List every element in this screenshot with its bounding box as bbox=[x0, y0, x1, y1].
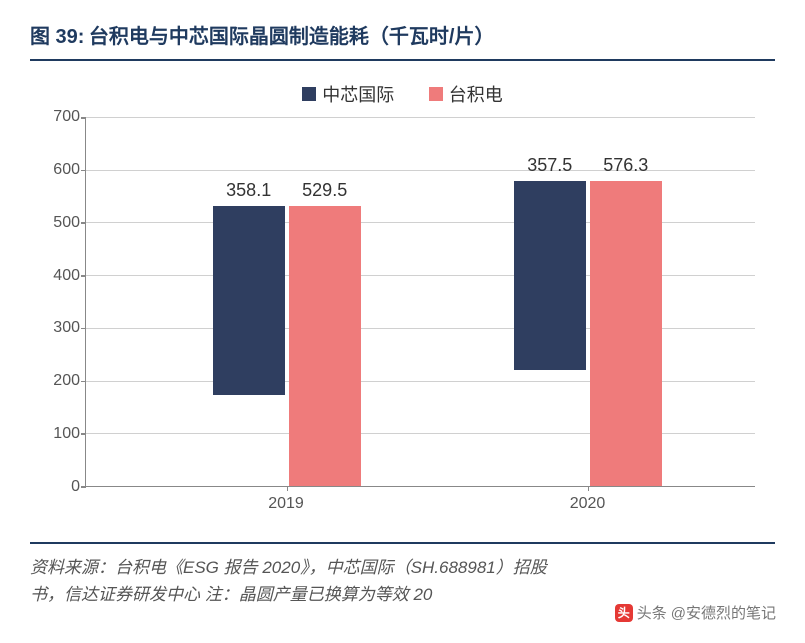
y-tick-label: 400 bbox=[53, 267, 80, 285]
y-tick-mark bbox=[81, 381, 86, 383]
x-axis: 2019 2020 bbox=[85, 487, 755, 517]
legend-label: 台积电 bbox=[449, 81, 503, 107]
y-tick-label: 500 bbox=[53, 214, 80, 232]
legend-swatch-icon bbox=[302, 87, 316, 101]
bar: 357.5 bbox=[514, 181, 586, 370]
legend-item-smic: 中芯国际 bbox=[302, 81, 394, 107]
source-line-1: 资料来源：台积电《ESG 报告 2020》，中芯国际（SH.688981）招股 bbox=[30, 554, 775, 581]
y-tick-mark bbox=[81, 433, 86, 435]
y-tick-mark bbox=[81, 275, 86, 277]
grid-line bbox=[86, 117, 755, 118]
y-tick-label: 0 bbox=[71, 478, 80, 496]
grid-line bbox=[86, 170, 755, 171]
y-tick-mark bbox=[81, 117, 86, 119]
figure-number: 图 39: bbox=[30, 26, 84, 48]
watermark-handle: @安德烈的笔记 bbox=[671, 602, 776, 623]
plot-area: 358.1529.5357.5576.3 bbox=[85, 117, 755, 487]
y-tick-label: 200 bbox=[53, 372, 80, 390]
y-tick-mark bbox=[81, 222, 86, 224]
y-tick-label: 600 bbox=[53, 161, 80, 179]
y-axis: 0100200300400500600700 bbox=[35, 117, 80, 487]
y-tick-label: 300 bbox=[53, 319, 80, 337]
toutiao-icon: 头 bbox=[615, 604, 633, 622]
y-tick-mark bbox=[81, 328, 86, 330]
legend-swatch-icon bbox=[429, 87, 443, 101]
legend: 中芯国际 台积电 bbox=[30, 81, 775, 107]
bar-group: 358.1529.5 bbox=[213, 206, 361, 486]
bar: 529.5 bbox=[289, 206, 361, 486]
chart-title: 台积电与中芯国际晶圆制造能耗（千瓦时/片） bbox=[89, 26, 495, 48]
bar-value-label: 357.5 bbox=[527, 155, 572, 176]
source-citation: 资料来源：台积电《ESG 报告 2020》，中芯国际（SH.688981）招股 … bbox=[30, 542, 775, 608]
watermark-prefix: 头条 bbox=[637, 602, 667, 623]
chart-area: 0100200300400500600700 358.1529.5357.557… bbox=[85, 117, 755, 517]
legend-label: 中芯国际 bbox=[322, 81, 394, 107]
bar: 358.1 bbox=[213, 206, 285, 395]
legend-item-tsmc: 台积电 bbox=[429, 81, 503, 107]
watermark: 头 头条 @安德烈的笔记 bbox=[611, 600, 780, 625]
y-tick-label: 100 bbox=[53, 425, 80, 443]
title-bar: 图 39: 台积电与中芯国际晶圆制造能耗（千瓦时/片） bbox=[30, 20, 775, 61]
x-tick-label: 2019 bbox=[268, 495, 304, 513]
x-tick-label: 2020 bbox=[570, 495, 606, 513]
bar: 576.3 bbox=[590, 181, 662, 486]
bar-group: 357.5576.3 bbox=[514, 181, 662, 486]
bar-value-label: 529.5 bbox=[302, 180, 347, 201]
bar-value-label: 358.1 bbox=[226, 180, 271, 201]
y-tick-mark bbox=[81, 170, 86, 172]
chart-container: 图 39: 台积电与中芯国际晶圆制造能耗（千瓦时/片） 中芯国际 台积电 0 10… bbox=[0, 0, 805, 643]
y-tick-label: 700 bbox=[53, 108, 80, 126]
bar-value-label: 576.3 bbox=[603, 155, 648, 176]
